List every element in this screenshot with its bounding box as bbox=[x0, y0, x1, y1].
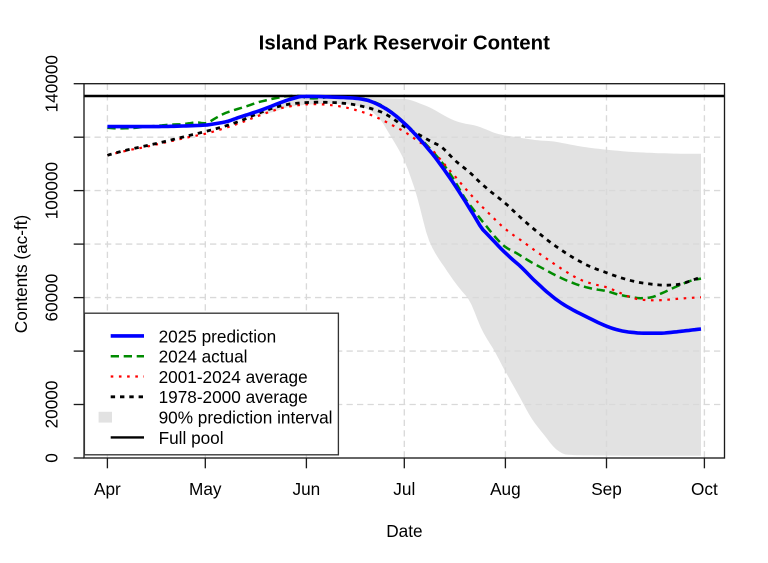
svg-text:May: May bbox=[189, 479, 222, 499]
svg-text:Date: Date bbox=[386, 521, 422, 541]
svg-text:Contents (ac-ft): Contents (ac-ft) bbox=[11, 215, 31, 333]
svg-text:Jul: Jul bbox=[393, 479, 415, 499]
svg-text:90% prediction interval: 90% prediction interval bbox=[159, 408, 333, 428]
svg-text:1978-2000 average: 1978-2000 average bbox=[159, 387, 308, 407]
svg-text:100000: 100000 bbox=[42, 162, 62, 219]
svg-text:Apr: Apr bbox=[94, 479, 121, 499]
svg-text:Aug: Aug bbox=[490, 479, 521, 499]
svg-text:2001-2024 average: 2001-2024 average bbox=[159, 367, 308, 387]
svg-text:60000: 60000 bbox=[42, 274, 62, 322]
svg-text:Full pool: Full pool bbox=[159, 428, 224, 448]
svg-text:2024 actual: 2024 actual bbox=[159, 347, 248, 367]
svg-text:Sep: Sep bbox=[591, 479, 622, 499]
svg-text:0: 0 bbox=[42, 453, 62, 463]
svg-text:Jun: Jun bbox=[293, 479, 321, 499]
svg-text:140000: 140000 bbox=[42, 55, 62, 112]
svg-text:Island Park Reservoir Content: Island Park Reservoir Content bbox=[259, 32, 550, 54]
svg-text:Oct: Oct bbox=[691, 479, 718, 499]
svg-text:2025 prediction: 2025 prediction bbox=[159, 326, 277, 346]
svg-text:20000: 20000 bbox=[42, 381, 62, 429]
